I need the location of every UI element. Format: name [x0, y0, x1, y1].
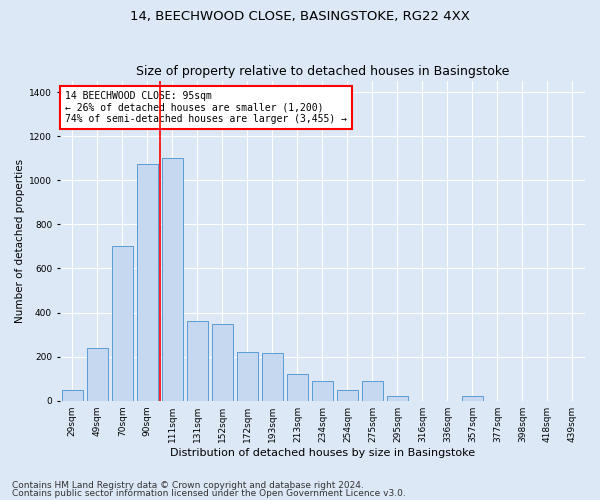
- Bar: [212, 324, 233, 400]
- Bar: [187, 322, 208, 400]
- Bar: [287, 374, 308, 400]
- Text: Contains public sector information licensed under the Open Government Licence v3: Contains public sector information licen…: [12, 489, 406, 498]
- Y-axis label: Number of detached properties: Number of detached properties: [15, 159, 25, 323]
- Bar: [137, 164, 158, 400]
- Bar: [62, 390, 83, 400]
- Bar: [337, 390, 358, 400]
- Bar: [86, 348, 108, 401]
- Bar: [112, 246, 133, 400]
- Bar: [312, 381, 333, 400]
- Text: 14 BEECHWOOD CLOSE: 95sqm
← 26% of detached houses are smaller (1,200)
74% of se: 14 BEECHWOOD CLOSE: 95sqm ← 26% of detac…: [65, 90, 347, 124]
- Bar: [462, 396, 483, 400]
- Bar: [237, 352, 258, 401]
- Text: Contains HM Land Registry data © Crown copyright and database right 2024.: Contains HM Land Registry data © Crown c…: [12, 480, 364, 490]
- Bar: [387, 396, 408, 400]
- X-axis label: Distribution of detached houses by size in Basingstoke: Distribution of detached houses by size …: [170, 448, 475, 458]
- Bar: [162, 158, 183, 400]
- Bar: [262, 354, 283, 401]
- Text: 14, BEECHWOOD CLOSE, BASINGSTOKE, RG22 4XX: 14, BEECHWOOD CLOSE, BASINGSTOKE, RG22 4…: [130, 10, 470, 23]
- Bar: [362, 381, 383, 400]
- Title: Size of property relative to detached houses in Basingstoke: Size of property relative to detached ho…: [136, 66, 509, 78]
